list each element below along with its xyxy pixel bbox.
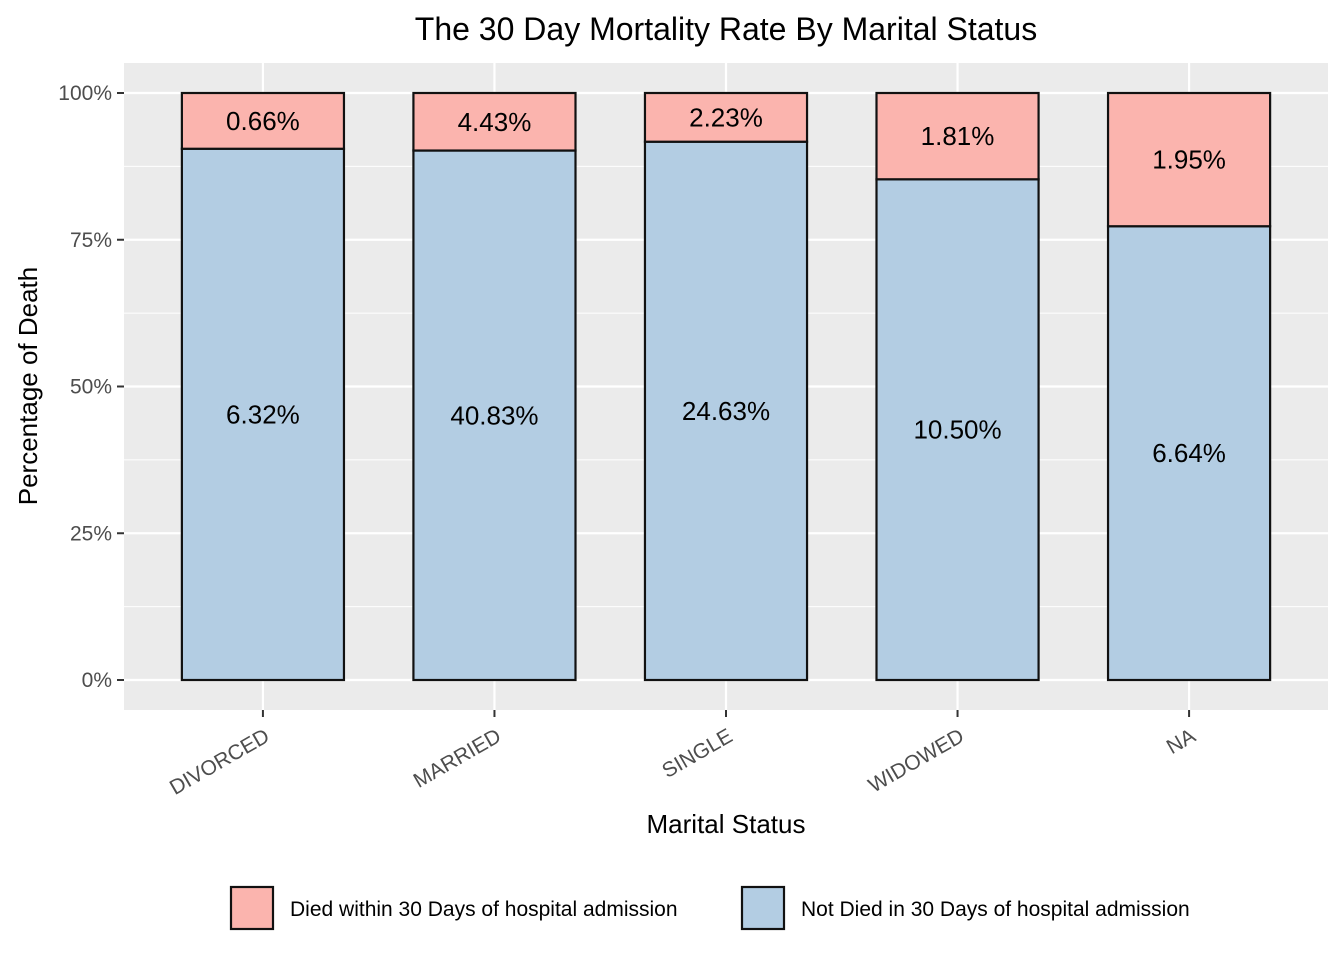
bar-segment — [875, 178, 1040, 682]
bars: 6.32% 0.66% 40.83% 4.43% 24.63% 2.23% 10.50% 1.… — [180, 91, 1272, 682]
y-tick-label: 100% — [58, 82, 112, 105]
chart-title: The 30 Day Mortality Rate By Marital Sta… — [415, 11, 1037, 47]
x-tick-label: SINGLE — [658, 724, 736, 782]
bar-data-label: 6.64% — [1152, 438, 1226, 468]
legend: Died within 30 Days of hospital admissio… — [229, 885, 1190, 931]
bar-data-label: 1.95% — [1152, 145, 1226, 175]
x-tick-label: NA — [1163, 724, 1200, 759]
bar-data-label: 10.50% — [913, 415, 1001, 445]
legend-key — [229, 885, 275, 931]
legend-label: Died within 30 Days of hospital admissio… — [290, 898, 678, 921]
y-tick-label: 25% — [70, 522, 112, 545]
y-tick-label: 75% — [70, 229, 112, 252]
bar-data-label: 6.32% — [226, 399, 300, 429]
legend-label: Not Died in 30 Days of hospital admissio… — [801, 898, 1190, 921]
legend-key — [740, 885, 786, 931]
x-tick-label: DIVORCED — [166, 724, 274, 799]
bar-segment — [875, 91, 1040, 181]
bar-segment — [643, 140, 809, 682]
bar-segment — [180, 91, 346, 150]
x-tick-label: MARRIED — [410, 724, 505, 792]
bar-segment — [412, 91, 577, 152]
y-axis-title: Percentage of Death — [13, 267, 43, 506]
y-tick-label: 50% — [70, 376, 112, 399]
x-tick-label: WIDOWED — [865, 724, 968, 797]
bar-segment — [180, 147, 346, 682]
y-axis: 0% 25% 50% 75% 100% — [58, 82, 124, 692]
bar-segment — [1106, 225, 1272, 682]
y-tick-label: 0% — [82, 669, 112, 692]
bar-segment — [643, 91, 809, 143]
bar-segment — [412, 149, 577, 682]
bar-data-label: 2.23% — [689, 102, 763, 132]
bar-segment — [1106, 91, 1272, 228]
bar-data-label: 40.83% — [450, 400, 538, 430]
bar-data-label: 0.66% — [226, 106, 300, 136]
x-axis-title: Marital Status — [647, 809, 806, 839]
bar-data-label: 24.63% — [682, 396, 770, 426]
bar-data-label: 1.81% — [921, 121, 995, 151]
bar-data-label: 4.43% — [458, 107, 532, 137]
x-axis: DIVORCED MARRIED SINGLE WIDOWED NA — [166, 710, 1200, 800]
